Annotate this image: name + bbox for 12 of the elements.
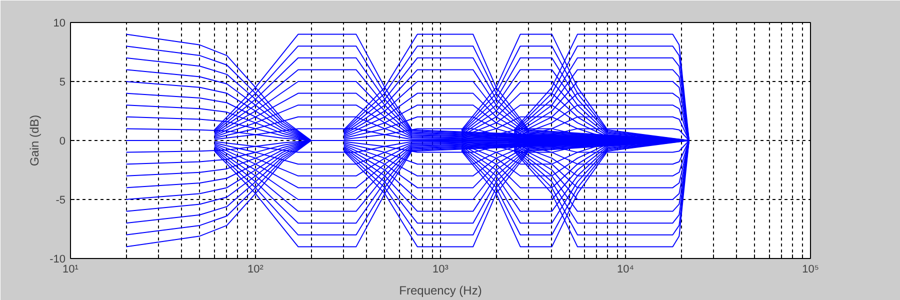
x-tick-label: 10² <box>248 264 264 276</box>
x-tick-label: 10⁴ <box>617 264 634 276</box>
y-axis-title: Gain (dB) <box>28 114 42 166</box>
y-tick-label: -10 <box>50 254 66 266</box>
y-tick-label: 5 <box>59 76 66 88</box>
x-tick-label: 10³ <box>432 264 449 276</box>
y-tick-label: -5 <box>56 194 66 206</box>
y-tick-label: 10 <box>53 18 66 30</box>
y-tick-label: 0 <box>59 136 66 148</box>
x-axis-title: Frequency (Hz) <box>399 284 482 298</box>
x-tick-label: 10⁵ <box>802 264 819 276</box>
x-tick-label: 10¹ <box>62 264 79 276</box>
